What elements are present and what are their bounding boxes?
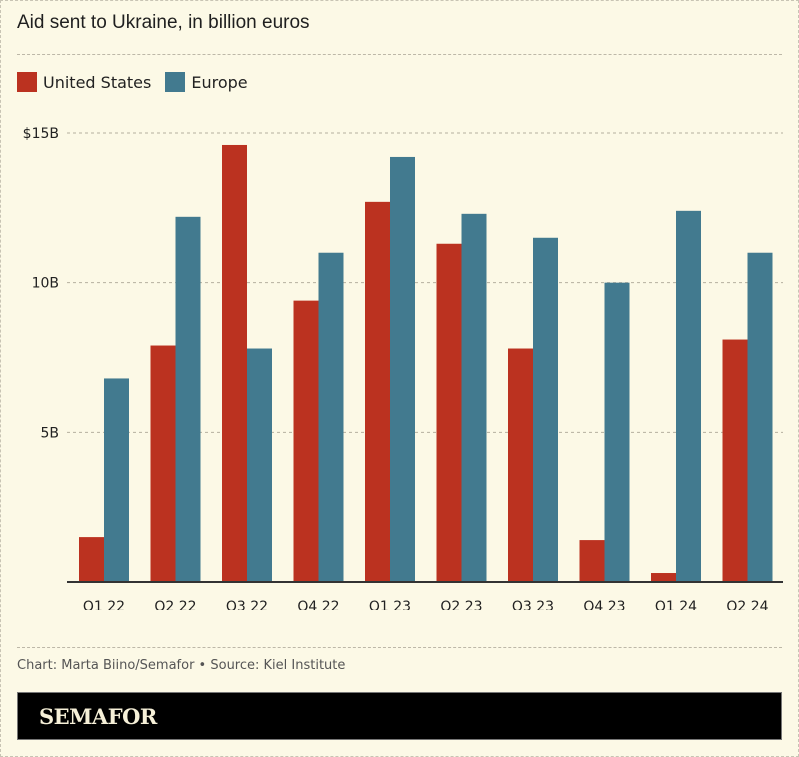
source-credit: Chart: Marta Biino/Semafor • Source: Kie… — [17, 658, 346, 673]
bar-united-states — [222, 144, 247, 582]
header-divider — [17, 54, 782, 55]
legend-label: Europe — [191, 72, 248, 92]
legend-item-united-states: United States — [17, 72, 151, 92]
x-tick-label: Q1 24 — [655, 599, 697, 610]
bar-europe — [104, 378, 129, 582]
bar-europe — [747, 252, 773, 582]
x-tick-label: Q1 23 — [369, 599, 411, 610]
legend-label: United States — [43, 72, 152, 92]
bar-united-states — [79, 537, 104, 582]
bar-united-states — [722, 339, 748, 582]
bar-united-states — [150, 345, 176, 582]
brand-bar: SEMAFOR — [17, 692, 782, 740]
legend-swatch-europe — [165, 72, 186, 92]
brand-logo: SEMAFOR — [39, 704, 157, 729]
bar-united-states — [293, 300, 319, 582]
y-tick-label: 5B — [40, 425, 59, 441]
x-tick-label: Q2 24 — [726, 599, 768, 610]
chart-title: Aid sent to Ukraine, in billion euros — [17, 12, 310, 33]
bar-europe — [247, 348, 272, 582]
bar-chart: 5B 10B $15B Q1 22 Q2 22 Q3 22 Q4 22 Q1 23 Q2 23 Q… — [23, 126, 783, 610]
legend-item-europe: Europe — [165, 72, 248, 92]
x-tick-label: Q4 23 — [583, 599, 625, 610]
bar-united-states — [579, 540, 605, 582]
bar-europe — [390, 156, 415, 583]
bar-europe — [461, 213, 487, 582]
y-tick-label: 10B — [32, 276, 59, 292]
footer-divider — [17, 647, 782, 648]
x-tick-label: Q3 23 — [512, 599, 554, 610]
bar-united-states — [508, 348, 533, 582]
y-tick-label: $15B — [23, 126, 59, 142]
legend: United States Europe — [17, 72, 262, 92]
x-tick-label: Q2 23 — [440, 599, 482, 610]
x-tick-label: Q2 22 — [154, 599, 196, 610]
bar-united-states — [436, 243, 462, 582]
legend-swatch-united-states — [17, 72, 37, 92]
bar-united-states — [651, 573, 676, 582]
bar-europe — [175, 216, 201, 582]
x-tick-label: Q4 22 — [297, 599, 339, 610]
bar-europe — [676, 210, 701, 582]
x-tick-label: Q3 22 — [226, 599, 268, 610]
bar-europe — [604, 282, 630, 582]
bar-united-states — [365, 201, 390, 582]
bar-europe — [533, 237, 558, 582]
bar-europe — [318, 252, 344, 582]
x-tick-label: Q1 22 — [83, 599, 125, 610]
